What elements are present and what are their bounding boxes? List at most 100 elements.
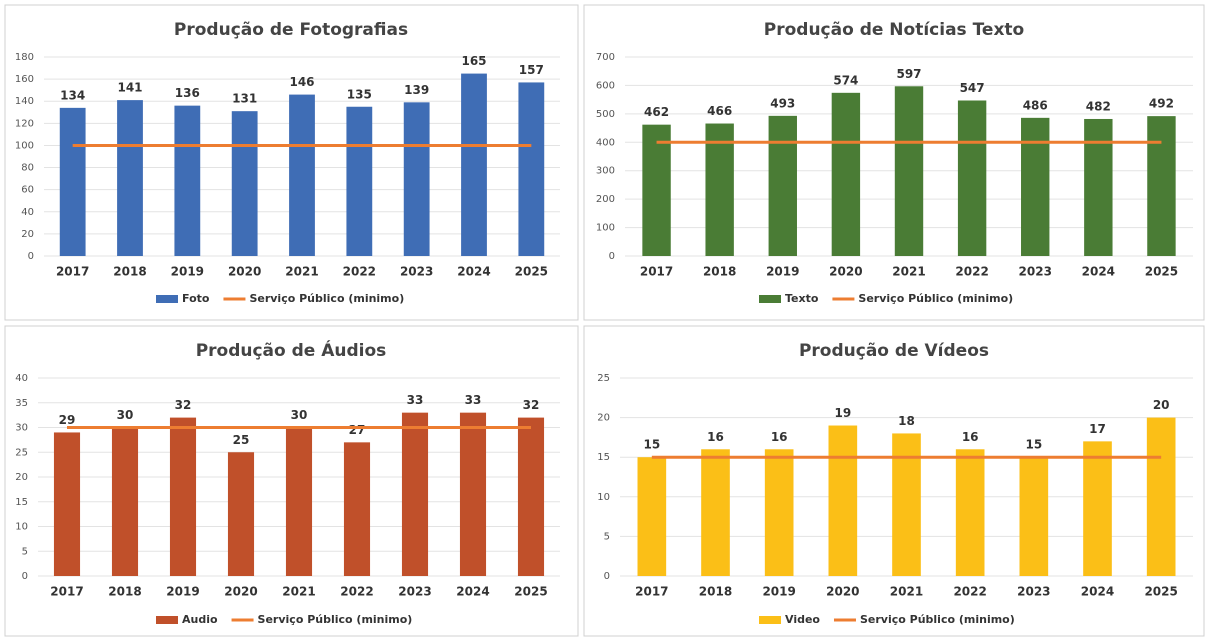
bar [289, 94, 315, 256]
x-tick-label: 2020 [228, 265, 261, 279]
y-tick-label: 0 [609, 251, 615, 262]
data-label: 32 [175, 398, 192, 412]
bar [1147, 116, 1176, 256]
y-tick-label: 25 [597, 373, 610, 384]
data-label: 27 [349, 423, 366, 437]
y-tick-label: 100 [15, 140, 34, 151]
legend-label: Serviço Público (minimo) [258, 613, 413, 626]
x-tick-label: 2020 [826, 585, 859, 599]
bar [285, 427, 313, 576]
bar [174, 105, 201, 257]
x-tick-label: 2017 [635, 585, 668, 599]
bar [892, 433, 921, 576]
bar [1084, 118, 1113, 256]
bar [701, 449, 730, 576]
bar [461, 73, 487, 256]
legend-label: Serviço Público (minimo) [858, 292, 1013, 305]
data-label: 466 [707, 104, 732, 118]
y-tick-label: 120 [15, 118, 34, 129]
bar [1083, 441, 1112, 576]
x-tick-label: 2022 [343, 265, 376, 279]
y-tick-label: 5 [22, 546, 28, 557]
x-tick-label: 2023 [400, 265, 433, 279]
y-tick-label: 20 [21, 229, 34, 240]
legend-label: Video [785, 613, 820, 626]
x-tick-label: 2022 [340, 585, 373, 599]
legend-swatch [759, 616, 781, 624]
data-label: 157 [519, 63, 544, 77]
bar [894, 86, 924, 256]
bar [705, 123, 734, 256]
data-label: 33 [407, 393, 424, 407]
x-tick-label: 2019 [166, 585, 199, 599]
legend-swatch [156, 295, 178, 303]
data-label: 18 [898, 414, 915, 428]
y-tick-label: 40 [15, 373, 28, 384]
bar [231, 111, 258, 256]
x-tick-label: 2017 [640, 265, 673, 279]
bar [642, 124, 671, 256]
y-tick-label: 300 [596, 166, 615, 177]
data-label: 32 [523, 398, 540, 412]
x-tick-label: 2020 [224, 585, 257, 599]
y-tick-label: 100 [596, 223, 615, 234]
data-label: 547 [960, 81, 985, 95]
bar [831, 92, 861, 256]
y-tick-label: 160 [15, 74, 34, 85]
bar [117, 100, 143, 256]
y-tick-label: 25 [15, 447, 28, 458]
x-tick-label: 2023 [398, 585, 431, 599]
data-label: 29 [59, 413, 76, 427]
x-tick-label: 2025 [1144, 585, 1177, 599]
x-tick-label: 2021 [892, 265, 925, 279]
x-tick-label: 2018 [699, 585, 732, 599]
legend-label: Serviço Público (minimo) [249, 292, 404, 305]
x-tick-label: 2024 [1082, 265, 1115, 279]
y-tick-label: 700 [596, 52, 615, 63]
y-tick-label: 15 [15, 497, 28, 508]
x-tick-label: 2018 [703, 265, 736, 279]
y-tick-label: 5 [604, 531, 610, 542]
x-tick-label: 2019 [171, 265, 204, 279]
y-tick-label: 80 [21, 163, 34, 174]
bar [401, 412, 429, 576]
bar [1019, 457, 1049, 576]
y-tick-label: 0 [604, 571, 610, 582]
x-tick-label: 2018 [108, 585, 141, 599]
data-label: 492 [1149, 97, 1174, 111]
y-tick-label: 140 [15, 96, 34, 107]
bar [957, 100, 987, 256]
x-tick-label: 2024 [1081, 585, 1114, 599]
data-label: 136 [175, 86, 200, 100]
x-tick-label: 2025 [1145, 265, 1178, 279]
legend-swatch [156, 616, 178, 624]
chart-title: Produção de Áudios [196, 339, 387, 361]
data-label: 16 [962, 430, 979, 444]
data-label: 574 [833, 73, 858, 87]
bar [111, 427, 139, 576]
data-label: 597 [896, 67, 921, 81]
y-tick-label: 0 [28, 251, 34, 262]
bar [518, 82, 545, 256]
data-label: 20 [1153, 398, 1170, 412]
y-tick-label: 30 [15, 423, 28, 434]
x-tick-label: 2023 [1019, 265, 1052, 279]
data-label: 134 [60, 88, 85, 102]
y-tick-label: 0 [22, 571, 28, 582]
x-tick-label: 2017 [50, 585, 83, 599]
data-label: 165 [461, 54, 486, 68]
legend-swatch [759, 295, 781, 303]
y-tick-label: 35 [15, 398, 28, 409]
bar [169, 417, 197, 576]
x-tick-label: 2021 [282, 585, 315, 599]
bar [227, 452, 255, 576]
data-label: 146 [289, 75, 314, 89]
bar [403, 102, 430, 256]
x-tick-label: 2023 [1017, 585, 1050, 599]
data-label: 482 [1086, 99, 1111, 113]
data-label: 33 [465, 393, 482, 407]
bar [53, 432, 81, 576]
data-label: 139 [404, 83, 429, 97]
x-tick-label: 2019 [762, 585, 795, 599]
x-tick-label: 2017 [56, 265, 89, 279]
